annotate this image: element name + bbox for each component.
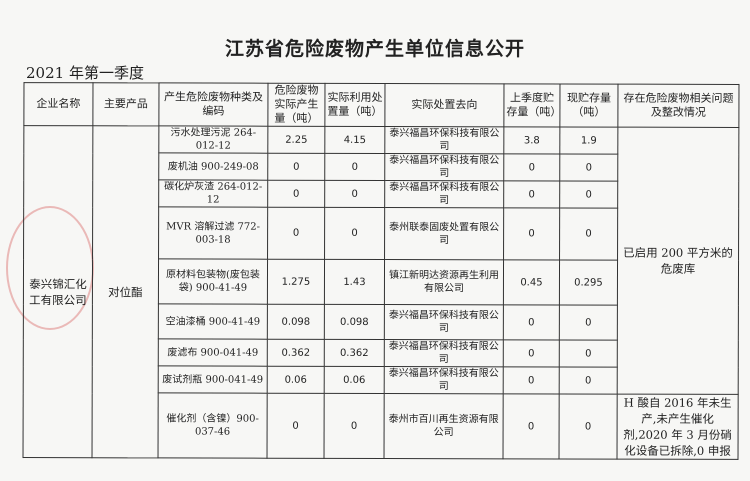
previous-storage: 0 bbox=[503, 304, 560, 340]
disposed-amount: 0.362 bbox=[324, 339, 385, 367]
produced-amount: 0.362 bbox=[267, 339, 325, 367]
waste-type: 碳化炉灰渣 264-012-12 bbox=[158, 179, 268, 208]
column-header: 现贮存量（吨） bbox=[559, 83, 618, 128]
produced-amount: 0.06 bbox=[267, 366, 325, 394]
waste-type: 催化剂（含镍）900-037-46 bbox=[158, 392, 268, 459]
column-header: 危险废物实际产生量（吨） bbox=[267, 83, 325, 127]
current-storage: 1.9 bbox=[559, 126, 618, 155]
column-header: 存在危险废物相关问题及整改情况 bbox=[617, 84, 739, 128]
produced-amount: 0 bbox=[267, 207, 325, 260]
current-storage: 0 bbox=[559, 153, 618, 182]
previous-storage: 0 bbox=[503, 366, 560, 394]
disposal-destination: 泰兴福昌环保科技有限公司 bbox=[384, 180, 504, 208]
current-storage: 0 bbox=[559, 339, 618, 368]
disposed-amount: 0 bbox=[324, 153, 385, 181]
current-storage: 0.295 bbox=[559, 259, 618, 306]
waste-type: 废滤布 900-041-49 bbox=[158, 338, 268, 367]
disposal-destination: 泰兴福昌环保科技有限公司 bbox=[384, 126, 504, 154]
column-header: 实际处置去向 bbox=[384, 83, 504, 127]
disposed-amount: 4.15 bbox=[324, 126, 385, 154]
company-seal bbox=[6, 206, 94, 330]
waste-type: MVR 溶解过滤 772-003-18 bbox=[158, 206, 268, 260]
disposal-destination: 泰兴福昌环保科技有限公司 bbox=[384, 339, 504, 367]
waste-type: 污水处理污泥 264-012-12 bbox=[158, 125, 268, 154]
previous-storage: 0 bbox=[503, 207, 560, 260]
disposal-destination: 泰兴福昌环保科技有限公司 bbox=[384, 304, 504, 340]
previous-storage: 0.45 bbox=[503, 259, 560, 305]
produced-amount: 0 bbox=[267, 180, 325, 208]
disposal-destination: 泰州联泰固废处置有限公司 bbox=[384, 207, 504, 260]
previous-storage: 0 bbox=[503, 180, 560, 208]
waste-type: 废试剂瓶 900-041-49 bbox=[158, 365, 268, 394]
disposed-amount: 0 bbox=[324, 207, 385, 260]
disposed-amount: 0 bbox=[324, 393, 385, 459]
column-header: 上季度贮存量（吨） bbox=[503, 83, 561, 127]
issue-note: 已启用 200 平方米的危废库 bbox=[617, 127, 739, 395]
current-storage: 0 bbox=[559, 180, 618, 209]
disposed-amount: 0 bbox=[324, 180, 385, 208]
previous-storage: 0 bbox=[503, 339, 560, 367]
disposal-destination: 镇江新明达资源再生利用有限公司 bbox=[384, 259, 504, 305]
previous-storage: 0 bbox=[503, 393, 560, 459]
produced-amount: 0 bbox=[267, 393, 325, 459]
disposal-destination: 泰州市百川再生资源有限公司 bbox=[384, 393, 504, 459]
disposal-destination: 泰兴福昌环保科技有限公司 bbox=[384, 366, 504, 394]
disposal-destination: 泰兴福昌环保科技有限公司 bbox=[384, 153, 504, 181]
waste-type: 原材料包装物(废包装袋) 900-41-49 bbox=[158, 258, 268, 305]
current-storage: 0 bbox=[559, 207, 618, 261]
waste-type: 空油漆桶 900-41-49 bbox=[158, 303, 268, 340]
company-name: 泰兴锦汇化工有限公司 bbox=[23, 125, 93, 458]
produced-amount: 2.25 bbox=[267, 126, 325, 154]
previous-storage: 3.8 bbox=[503, 126, 560, 154]
produced-amount: 0.098 bbox=[267, 304, 325, 340]
waste-info-table: 企业名称 主要产品 产生危险废物种类及编码 危险废物实际产生量（吨） 实际利用处置量（吨… bbox=[23, 82, 740, 460]
current-storage: 0 bbox=[559, 304, 618, 341]
main-product: 对位酯 bbox=[92, 125, 159, 458]
column-header: 产生危险废物种类及编码 bbox=[158, 82, 268, 127]
page-title: 江苏省危险废物产生单位信息公开 bbox=[224, 38, 525, 60]
waste-type: 废机油 900-249-08 bbox=[158, 152, 268, 181]
subtitle: 2021 年第一季度 bbox=[26, 64, 144, 82]
current-storage: 0 bbox=[559, 366, 618, 395]
disposed-amount: 0.098 bbox=[324, 304, 385, 340]
produced-amount: 1.275 bbox=[267, 259, 325, 305]
previous-storage: 0 bbox=[503, 153, 560, 181]
column-header: 企业名称 bbox=[23, 82, 93, 126]
table-row: 泰兴锦汇化工有限公司 对位酯 污水处理污泥 264-012-12 2.25 4.15 泰兴… bbox=[23, 125, 739, 458]
issue-note: H 酸自 2016 年未生产,未产生催化剂,2020 年 3 月份硝化设备已拆除… bbox=[617, 394, 739, 460]
column-header: 实际利用处置量（吨） bbox=[324, 83, 385, 127]
disposed-amount: 1.43 bbox=[324, 259, 385, 305]
disposed-amount: 0.06 bbox=[324, 366, 385, 394]
column-header: 主要产品 bbox=[92, 82, 159, 126]
produced-amount: 0 bbox=[267, 153, 325, 181]
current-storage: 0 bbox=[559, 393, 618, 460]
